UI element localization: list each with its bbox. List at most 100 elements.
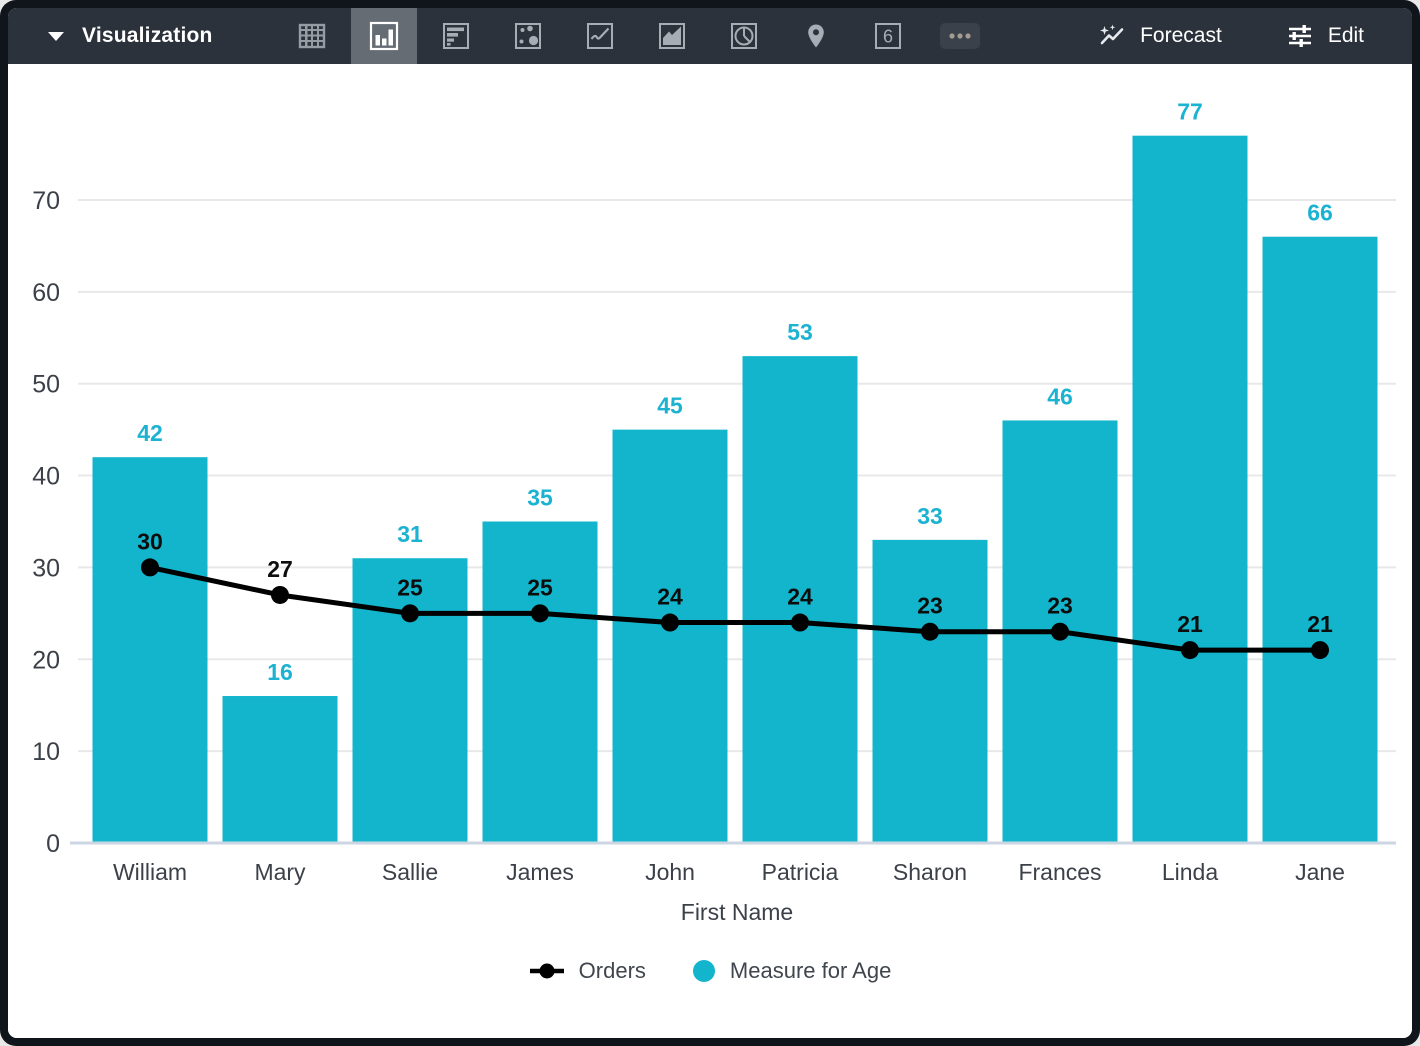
- x-category-label: Jane: [1295, 859, 1345, 885]
- bar-value-label: 31: [397, 521, 423, 547]
- y-tick-label: 60: [32, 279, 60, 307]
- viz-type-scatter-button[interactable]: [495, 8, 561, 64]
- line-value-label: 23: [917, 593, 943, 619]
- single-value-icon: 6: [875, 23, 901, 49]
- bar-linda[interactable]: [1132, 135, 1248, 844]
- point-patricia[interactable]: [791, 613, 809, 632]
- bar-value-label: 33: [917, 503, 943, 529]
- x-category-label: William: [113, 859, 187, 885]
- y-tick-label: 30: [32, 554, 60, 582]
- legend-label-measure-for-age: Measure for Age: [729, 958, 892, 983]
- line-value-label: 24: [657, 584, 683, 610]
- table-icon: [298, 23, 326, 49]
- line-value-label: 23: [1047, 593, 1073, 619]
- viz-type-map-button[interactable]: [783, 8, 849, 64]
- map-pin-icon: [808, 24, 824, 48]
- bar-sallie[interactable]: [352, 558, 468, 843]
- combined-bar-line-chart: 0 10 20 30 40 50 60 70 42 16 31 35 45 53 33 46 77 66 30 27 2…: [32, 99, 1396, 925]
- column-chart-icon: [369, 21, 399, 51]
- y-tick-label: 40: [32, 463, 60, 491]
- tune-sliders-icon: [1288, 25, 1311, 47]
- x-category-label: Patricia: [762, 859, 839, 885]
- section-title: Visualization: [82, 24, 213, 47]
- measure-for-age-swatch-icon: [692, 960, 715, 982]
- bar-william[interactable]: [92, 457, 208, 843]
- bar-chart-icon: [443, 23, 469, 49]
- visualization-card: Visualization: [8, 8, 1412, 1038]
- bar-jane[interactable]: [1262, 236, 1378, 843]
- bar-james[interactable]: [482, 521, 598, 843]
- bar-john[interactable]: [612, 429, 728, 843]
- area-chart-icon: [659, 23, 685, 49]
- visualization-toolbar: Visualization: [8, 8, 1412, 64]
- y-tick-label: 10: [32, 738, 60, 766]
- toolbar-spacer: [996, 8, 1098, 64]
- legend-item-measure-for-age[interactable]: Measure for Age: [692, 958, 891, 984]
- orders-line-marker-icon: [529, 963, 564, 979]
- bar-value-label: 53: [787, 319, 813, 345]
- pie-chart-icon: [731, 23, 757, 49]
- legend-label-orders: Orders: [578, 958, 646, 983]
- x-axis-title: First Name: [681, 899, 793, 925]
- viz-type-area-button[interactable]: [639, 8, 705, 64]
- viz-type-single-value-button[interactable]: 6: [855, 8, 921, 64]
- point-linda[interactable]: [1181, 641, 1199, 660]
- y-tick-label: 50: [32, 371, 60, 399]
- scatter-plot-icon: [515, 23, 541, 49]
- forecast-label: Forecast: [1140, 24, 1222, 47]
- line-value-label: 21: [1307, 611, 1333, 637]
- caret-down-icon: [48, 31, 64, 41]
- x-category-label: Sharon: [893, 859, 967, 885]
- y-tick-label: 20: [32, 646, 60, 674]
- line-value-label: 27: [267, 556, 293, 582]
- point-james[interactable]: [531, 604, 549, 623]
- line-value-label: 21: [1177, 611, 1203, 637]
- bar-value-label: 46: [1047, 383, 1073, 409]
- x-category-label: Mary: [254, 859, 306, 885]
- bar-value-label: 45: [657, 393, 683, 419]
- point-jane[interactable]: [1311, 641, 1329, 660]
- chart-type-picker: 6: [276, 8, 996, 64]
- viz-type-more-button[interactable]: [927, 8, 993, 64]
- bar-value-label: 66: [1307, 200, 1333, 226]
- bar-value-label: 42: [137, 420, 163, 446]
- y-tick-label: 70: [32, 187, 60, 215]
- bar-mary[interactable]: [222, 696, 338, 843]
- bar-value-label: 35: [527, 484, 553, 510]
- x-category-label: John: [645, 859, 695, 885]
- x-category-label: James: [506, 859, 574, 885]
- bar-value-label: 77: [1177, 99, 1203, 125]
- svg-text:6: 6: [883, 27, 893, 47]
- viz-type-line-button[interactable]: [567, 8, 633, 64]
- point-william[interactable]: [141, 558, 159, 577]
- x-category-label: Frances: [1018, 859, 1101, 885]
- point-sallie[interactable]: [401, 604, 419, 623]
- viz-type-pie-button[interactable]: [711, 8, 777, 64]
- bar-value-label: 16: [267, 659, 293, 685]
- x-category-label: Sallie: [382, 859, 438, 885]
- point-frances[interactable]: [1051, 622, 1069, 641]
- forecast-button[interactable]: Forecast: [1098, 8, 1222, 64]
- line-value-label: 25: [527, 574, 553, 600]
- visualization-section-toggle[interactable]: Visualization: [8, 8, 276, 64]
- point-john[interactable]: [661, 613, 679, 632]
- line-value-label: 30: [137, 528, 163, 554]
- viz-type-bar-button[interactable]: [423, 8, 489, 64]
- chart-panel: 0 10 20 30 40 50 60 70 42 16 31 35 45 53 33 46 77 66 30 27 2…: [8, 64, 1412, 1038]
- bar-sharon[interactable]: [872, 539, 988, 843]
- ellipsis-icon: [940, 23, 980, 49]
- edit-label: Edit: [1327, 24, 1364, 47]
- point-sharon[interactable]: [921, 622, 939, 641]
- viz-type-table-button[interactable]: [279, 8, 345, 64]
- chart-legend: Orders Measure for Age: [529, 958, 891, 984]
- viz-type-column-button[interactable]: [351, 8, 417, 64]
- bar-patricia[interactable]: [742, 356, 858, 843]
- line-value-label: 25: [397, 574, 423, 600]
- point-mary[interactable]: [271, 585, 289, 604]
- legend-item-orders[interactable]: Orders: [529, 958, 646, 984]
- line-chart-icon: [587, 23, 613, 49]
- forecast-sparkle-icon: [1100, 24, 1124, 45]
- x-category-label: Linda: [1162, 859, 1218, 885]
- edit-button[interactable]: Edit: [1286, 8, 1364, 64]
